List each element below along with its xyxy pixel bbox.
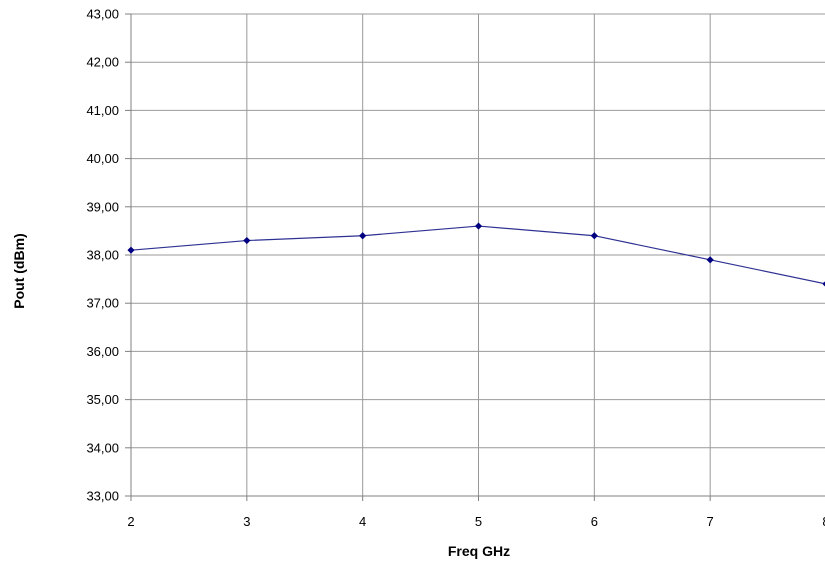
x-tick-label: 3 [243,514,250,529]
data-point [243,236,251,245]
x-tick-label: 7 [707,514,714,529]
y-tick-label: 42,00 [86,55,119,70]
y-axis-title: Pout (dBm) [11,233,27,308]
series-layer [127,222,825,287]
y-tick-label: 33,00 [86,489,119,504]
y-tick-label: 40,00 [86,151,119,166]
y-axis-ticks: 33,00 34,00 35,00 36,00 37,00 38,00 39,00 40,00… [86,7,131,504]
y-tick-label: 34,00 [86,440,119,455]
y-tick-label: 39,00 [86,199,119,214]
y-tick-label: 36,00 [86,344,119,359]
grid [131,13,825,497]
x-axis-ticks: 2 3 4 5 6 7 8 [127,496,825,529]
x-tick-label: 6 [591,514,598,529]
y-tick-label: 41,00 [86,103,119,118]
x-axis-title: Freq GHz [448,543,510,559]
y-tick-label: 43,00 [86,7,119,22]
x-tick-label: 8 [822,514,825,529]
data-point [359,232,367,240]
data-point [590,232,598,240]
data-point [127,246,135,254]
x-tick-label: 4 [359,514,366,529]
data-point [822,281,825,287]
y-tick-label: 37,00 [86,296,119,311]
x-tick-label: 5 [475,514,482,529]
data-point [706,256,714,264]
data-point [474,222,483,230]
y-tick-label: 35,00 [86,392,119,407]
y-tick-label: 38,00 [86,248,119,263]
x-tick-label: 2 [127,514,134,529]
